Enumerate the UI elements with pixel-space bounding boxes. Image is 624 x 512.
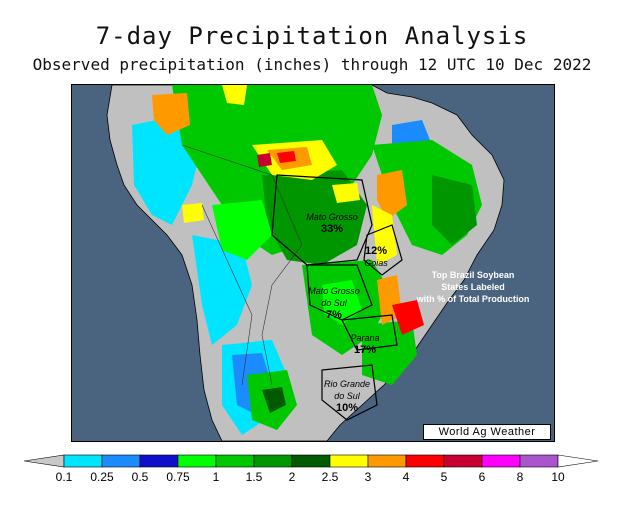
colorbar-tick-label: 4 <box>402 470 410 484</box>
state-label-parana: Parana 17% <box>350 333 380 356</box>
colorbar-segment <box>101 454 141 468</box>
colorbar-tick-label: 6 <box>478 470 486 484</box>
rain-patches <box>132 85 482 435</box>
colorbar-segment <box>405 454 445 468</box>
colorbar-tick-label: 0.75 <box>166 470 190 484</box>
map-title: 7-day Precipitation Analysis <box>95 22 529 50</box>
colorbar-segment <box>481 454 521 468</box>
colorbar-labels: 0.1 0.25 0.5 0.75 1 1.5 2 2.5 3 4 5 6 8 10 <box>0 470 624 490</box>
colorbar-tick-label: 0.5 <box>131 470 149 484</box>
colorbar-segment <box>177 454 217 468</box>
colorbar-tick-label: 8 <box>516 470 524 484</box>
note-line-1: Top Brazil Soybean <box>431 270 515 280</box>
map-subtitle: Observed precipitation (inches) through … <box>32 55 592 74</box>
precipitation-map <box>71 84 555 442</box>
colorbar-tick-label: 2 <box>288 470 296 484</box>
state-label-mato-grosso: Mato Grosso 33% <box>306 212 358 235</box>
colorbar-tick-label: 1 <box>212 470 220 484</box>
colorbar-tick-label: 0.25 <box>90 470 114 484</box>
state-label-rio-grande-do-sul: Rio Grande do Sul 10% <box>323 379 371 414</box>
colorbar-segment <box>329 454 369 468</box>
note-line-3: with % of Total Production <box>416 294 530 304</box>
colorbar-tick-label: 0.1 <box>55 470 73 484</box>
colorbar-high-arrow <box>557 454 599 468</box>
credit-label: World Ag Weather <box>423 424 551 440</box>
colorbar-segment <box>519 454 559 468</box>
colorbar-tick-label: 1.5 <box>245 470 263 484</box>
country-borders <box>181 144 303 386</box>
colorbar-segment <box>63 454 103 468</box>
colorbar-low-arrow <box>24 454 65 468</box>
colorbar-segment <box>291 454 331 468</box>
colorbar-segment <box>139 454 179 468</box>
state-label-mato-grosso-do-sul: Mato Grosso do Sul 7% <box>308 286 360 321</box>
colorbar-segment <box>443 454 483 468</box>
colorbar-segment <box>215 454 255 468</box>
colorbar-tick-label: 3 <box>364 470 372 484</box>
colorbar-tick-label: 2.5 <box>321 470 339 484</box>
precipitation-colorbar <box>24 454 599 468</box>
colorbar-tick-label: 5 <box>440 470 448 484</box>
state-label-goias: 12% Goias <box>364 245 388 268</box>
note-line-2: States Labeled <box>441 282 505 292</box>
colorbar-segment <box>253 454 293 468</box>
map-canvas <box>72 85 554 441</box>
state-borders <box>271 174 403 421</box>
soybean-note: Top Brazil Soybean States Labeled with %… <box>393 269 553 305</box>
colorbar-tick-label: 10 <box>551 470 565 484</box>
colorbar-segment <box>367 454 407 468</box>
